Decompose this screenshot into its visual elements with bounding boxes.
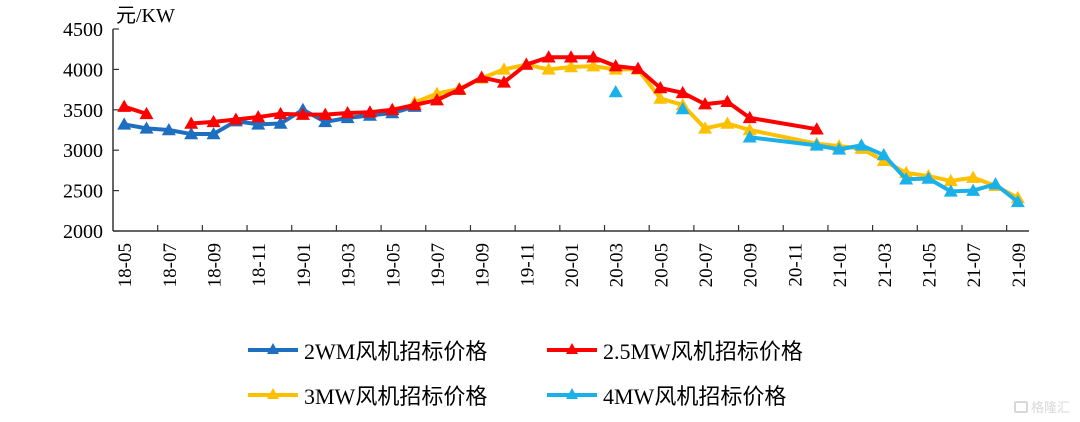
series-2-5mw-marker <box>452 82 467 95</box>
x-tick-label: 19-07 <box>428 243 449 287</box>
series-3mw-marker <box>496 62 511 75</box>
series-4mw-marker <box>608 85 623 98</box>
series-3mw-marker <box>720 116 735 129</box>
series-3mw-marker <box>943 173 958 187</box>
series-4mw-marker <box>921 171 936 184</box>
x-tick-label: 20-11 <box>785 243 806 287</box>
series-2-5mw-marker <box>340 106 355 119</box>
x-tick-label: 20-07 <box>696 243 717 287</box>
x-tick-label: 19-11 <box>517 243 538 287</box>
series-2wm-marker <box>206 127 221 140</box>
series-2wm-marker <box>184 127 199 140</box>
watermark: 格隆汇 <box>1013 397 1070 416</box>
series-2wm-marker <box>251 117 266 130</box>
series-2-5mw-marker <box>139 106 154 120</box>
x-tick-label: 19-03 <box>339 243 360 287</box>
series-layer <box>117 50 1025 208</box>
series-4mw-marker <box>899 172 914 185</box>
series-2-5mw-marker <box>407 97 422 111</box>
y-tick-label: 2000 <box>63 221 103 243</box>
series-2-5mw-marker <box>251 110 266 123</box>
y-tick-label: 4500 <box>63 19 103 41</box>
series-2-5mw-marker <box>541 50 556 63</box>
series-2-5mw-marker <box>564 50 578 63</box>
x-tick-label: 21-03 <box>875 243 896 287</box>
x-tick-label: 19-09 <box>473 243 494 287</box>
series-4mw-marker <box>943 184 958 197</box>
series-2-5mw-marker <box>318 107 333 120</box>
x-tick-label: 18-07 <box>160 243 181 287</box>
x-tick-label: 19-05 <box>383 243 404 287</box>
series-2wm-marker <box>117 117 132 130</box>
axes: 2000 2500 3000 3500 4000 4500 18-05 18-07 18-09 1… <box>63 19 1030 287</box>
series-4mw-marker <box>675 101 690 115</box>
y-tick-label: 4000 <box>63 59 103 81</box>
series-2-5mw-marker <box>608 59 623 72</box>
series-3mw-marker <box>653 91 668 104</box>
series-2-5mw-marker <box>206 114 221 128</box>
series-2-5mw-marker <box>228 112 243 125</box>
series-4mw-marker <box>876 148 891 161</box>
watermark-logo-icon <box>1013 400 1028 413</box>
series-2-5mw-marker <box>742 110 757 124</box>
series-3mw-line <box>413 62 1019 200</box>
series-3mw-marker <box>429 86 444 99</box>
y-tick-label: 3000 <box>63 140 103 162</box>
x-tick-label: 18-11 <box>249 243 270 287</box>
series-3mw-marker <box>541 62 556 75</box>
x-tick-label: 20-03 <box>607 243 628 287</box>
x-tick-label: 21-01 <box>830 243 851 287</box>
series-4mw-marker <box>742 130 757 143</box>
series-2-5mw-marker <box>184 116 199 129</box>
y-tick-label: 3500 <box>63 100 103 122</box>
series-3mw-marker <box>698 121 713 134</box>
series-2wm-marker <box>139 121 154 134</box>
series-4mw-marker <box>809 138 824 151</box>
series-4mw-marker <box>988 177 1003 190</box>
series-2-5mw-marker <box>496 75 511 88</box>
series-2-5mw-marker <box>429 93 444 106</box>
y-axis-unit-label: 元/KW <box>116 5 175 27</box>
series-2-5mw-marker <box>675 85 690 99</box>
x-tick-label: 18-05 <box>115 243 136 287</box>
series-2-5mw-marker <box>698 97 713 110</box>
series-2-5mw-marker <box>474 70 489 83</box>
series-4mw-marker <box>966 183 981 196</box>
series-2wm-marker <box>273 116 288 129</box>
series-4mw-marker <box>1010 194 1025 208</box>
series-2-5mw-marker <box>653 80 668 94</box>
x-tick-label: 20-09 <box>741 243 762 287</box>
series-3mw-marker <box>966 170 981 183</box>
series-2wm-marker <box>161 123 176 136</box>
x-tick-label: 21-07 <box>964 243 985 287</box>
series-3mw-marker <box>564 59 578 73</box>
watermark-text: 格隆汇 <box>1030 401 1070 416</box>
series-2-5mw-marker <box>117 99 132 112</box>
series-3mw-marker <box>742 123 757 136</box>
x-tick-label: 19-01 <box>294 243 315 287</box>
series-2-5mw-marker <box>385 102 400 116</box>
series-3mw-marker <box>586 59 601 72</box>
series-2-5mw-marker <box>586 50 601 63</box>
series-2-5mw-marker <box>362 105 377 118</box>
series-4mw-marker <box>854 138 869 151</box>
series-2-5mw-marker <box>295 107 310 120</box>
series-2-5mw-marker <box>631 61 646 74</box>
x-tick-label: 21-05 <box>919 243 940 287</box>
x-tick-label: 20-01 <box>562 243 583 287</box>
series-2-5mw-marker <box>273 106 288 120</box>
y-tick-label: 2500 <box>63 181 103 203</box>
x-tick-label: 20-05 <box>651 243 672 287</box>
series-2-5mw-marker <box>720 94 735 107</box>
series-2-5mw-marker <box>809 122 824 135</box>
series-2wm-marker <box>318 114 333 128</box>
series-4mw-marker <box>832 142 847 155</box>
x-tick-label: 21-09 <box>1009 243 1030 287</box>
x-tick-label: 18-09 <box>205 243 226 287</box>
series-2-5mw-marker <box>519 57 534 70</box>
